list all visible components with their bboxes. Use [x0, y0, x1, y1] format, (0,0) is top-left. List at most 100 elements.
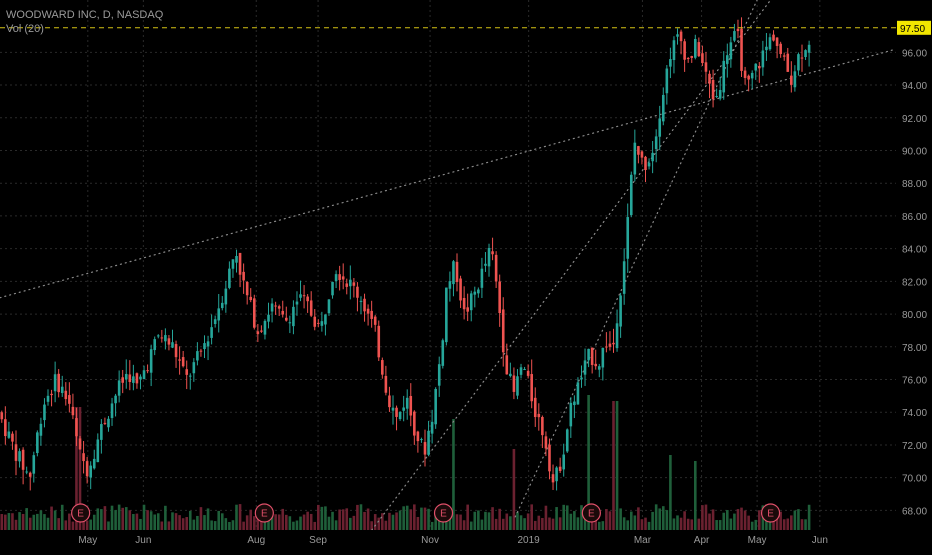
candle-body: [0, 412, 4, 420]
candle-body: [71, 406, 75, 416]
trendlines[interactable]: [0, 0, 897, 531]
candle-body: [498, 281, 501, 314]
candle-body: [352, 282, 356, 286]
volume-bar: [110, 505, 114, 530]
price-tick-label: 84.00: [902, 245, 927, 256]
volume-bar: [4, 514, 7, 530]
time-tick-label: Jun: [135, 535, 151, 546]
candle-body: [85, 461, 89, 477]
volume-bar: [0, 514, 4, 530]
volume-bar: [480, 519, 484, 530]
candle-body: [726, 55, 729, 64]
volume-bar: [352, 515, 356, 530]
volume-bar: [100, 509, 103, 530]
candle-body: [473, 291, 477, 295]
volume-bar: [82, 519, 85, 530]
volume-bar: [11, 513, 14, 530]
time-tick-label: Sep: [309, 535, 327, 546]
candle-body: [533, 397, 537, 418]
candle-body: [356, 286, 359, 298]
candle-body: [437, 364, 441, 386]
volume-bar: [334, 520, 338, 530]
candle-body: [270, 303, 274, 312]
candle-body: [413, 411, 416, 436]
candle-body: [555, 467, 558, 482]
volume-bar: [693, 461, 697, 530]
volume-bar: [722, 512, 726, 530]
volume-bar: [683, 511, 686, 530]
volume-bar: [473, 511, 477, 530]
volume-bar: [494, 518, 498, 530]
volume-bar: [487, 512, 491, 530]
candle-body: [263, 320, 267, 335]
candle-body: [213, 319, 217, 324]
candle-body: [537, 413, 541, 418]
volume-bar: [381, 513, 384, 530]
volume-bar: [156, 513, 160, 530]
volume-bar: [758, 510, 761, 530]
volume-bar: [196, 515, 199, 530]
candle-body: [142, 370, 146, 380]
volume-bar: [786, 518, 790, 530]
price-tick-label: 80.00: [902, 310, 927, 321]
volume-bar: [423, 507, 427, 530]
candle-body: [210, 327, 213, 338]
volume-bar: [171, 512, 174, 530]
volume-bar: [320, 506, 324, 530]
candle-body: [761, 50, 765, 68]
candle-body: [220, 302, 224, 309]
volume-bar: [14, 519, 18, 530]
volume-bar: [210, 520, 213, 530]
volume-bar: [676, 515, 679, 530]
candle-body: [512, 375, 516, 392]
volume-bar: [804, 519, 807, 530]
time-axis[interactable]: May Jun Aug Sep Nov 2019 Mar Apr May Jun: [0, 530, 932, 550]
candle-body: [629, 174, 633, 216]
volume-bar: [377, 517, 381, 530]
volume-bar: [562, 504, 566, 530]
price-axis[interactable]: 68.00 70.00 72.00 74.00 76.00 78.00 80.00 82.00…: [896, 0, 932, 550]
candle-body: [295, 301, 299, 305]
candle-body: [619, 295, 622, 327]
volume-bar: [533, 520, 537, 530]
volume-bar: [224, 518, 228, 530]
volume-bar: [800, 519, 804, 530]
volume-bar: [626, 520, 630, 530]
volume-bar: [726, 510, 729, 530]
candles: [0, 17, 811, 491]
candle-body: [124, 373, 128, 380]
candle-body: [743, 70, 747, 78]
candle-body: [416, 431, 420, 442]
volume-bar: [743, 510, 747, 530]
candle-body: [583, 360, 587, 375]
earnings-marker: [254, 503, 274, 523]
chart-legend: WOODWARD INC, D, NASDAQ Vol (20): [6, 8, 163, 36]
volume-bar: [363, 511, 366, 530]
candle-body: [633, 142, 637, 175]
candle-body: [651, 152, 654, 162]
volume-indicator-label[interactable]: Vol (20): [6, 23, 44, 35]
volume-bar: [124, 507, 128, 530]
volume-bar: [274, 514, 277, 530]
volume-bar: [174, 513, 178, 530]
candle-body: [117, 380, 121, 396]
candle-body: [807, 44, 811, 53]
volume-bar: [427, 508, 430, 530]
volume-bar: [679, 517, 683, 530]
earnings-marker: [71, 503, 91, 523]
symbol-title[interactable]: WOODWARD INC, D, NASDAQ: [6, 9, 164, 21]
volume-bar: [306, 511, 309, 530]
candle-body: [174, 344, 178, 358]
candle-body: [505, 355, 509, 375]
candle-body: [420, 439, 423, 441]
price-tick-label: 76.00: [902, 376, 927, 387]
volume-bar: [484, 511, 487, 530]
candle-body: [459, 278, 462, 301]
earnings-marker: [433, 503, 454, 523]
time-tick-label: Apr: [694, 535, 710, 546]
volume-bar: [178, 515, 181, 530]
volume-bar: [277, 514, 281, 530]
candle-body: [267, 314, 270, 322]
